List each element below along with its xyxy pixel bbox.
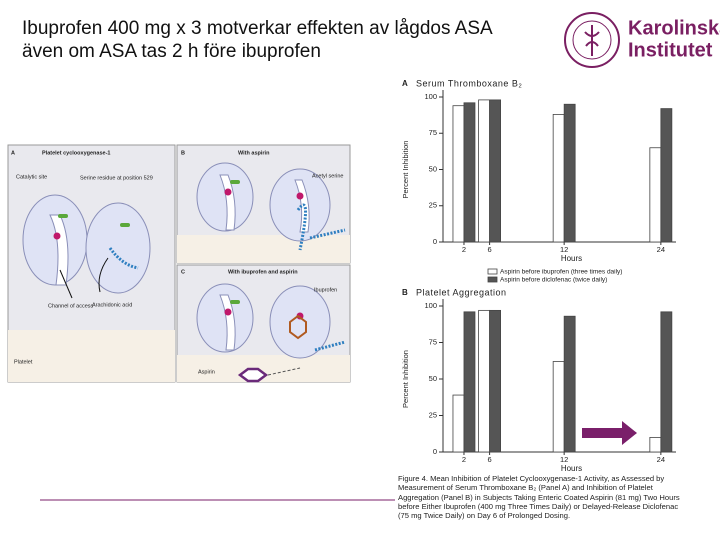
bar (563, 315, 576, 453)
panel-title: With ibuprofen and aspirin (228, 269, 298, 275)
x-tick-label: 24 (657, 245, 665, 254)
y-tick-label: 75 (429, 128, 437, 137)
y-tick-label: 100 (424, 92, 437, 101)
y-axis-label: Percent Inhibition (401, 141, 410, 199)
panel-letter: C (181, 269, 185, 275)
arachidonic-acid (108, 203, 346, 352)
panel-title: With aspirin (238, 150, 270, 156)
serine (58, 180, 240, 304)
x-tick-label: 2 (462, 455, 466, 464)
logo-seal (564, 12, 620, 68)
bar (552, 114, 565, 243)
aspirin-path (267, 367, 301, 376)
bar (563, 103, 576, 243)
x-tick-label: 2 (462, 245, 466, 254)
figure-caption: Figure 4. Mean Inhibition of Platelet Cy… (398, 474, 680, 521)
x-tick-label: 6 (488, 245, 492, 254)
slide-title: Ibuprofen 400 mg x 3 motverkar effekten … (22, 17, 493, 63)
y-tick-label: 50 (429, 374, 437, 383)
y-tick-label: 0 (433, 237, 437, 246)
ibuprofen-molecule (289, 314, 307, 340)
x-tick-label: 12 (560, 245, 568, 254)
logo-icon (584, 25, 600, 56)
label: Serine residue at position 529 (80, 175, 153, 181)
label: Arachidonic acid (92, 302, 132, 308)
label: Ibuprofen (314, 287, 337, 293)
x-tick-label: 12 (560, 455, 568, 464)
bar (463, 102, 476, 243)
label: Platelet (14, 359, 33, 365)
bar (649, 147, 662, 243)
y-axis-label: Percent Inhibition (401, 350, 410, 408)
bar (660, 108, 673, 243)
panel-letter: A (11, 150, 15, 156)
bar (660, 311, 673, 453)
title-line: även om ASA tas 2 h före ibuprofen (22, 41, 321, 62)
logo-text: Institutet (628, 39, 713, 61)
x-tick-label: 6 (488, 455, 492, 464)
bar (489, 99, 502, 243)
panel-letter: B (181, 150, 185, 156)
y-tick-label: 25 (429, 410, 437, 419)
bar (649, 436, 662, 453)
panel-letter: B (402, 288, 408, 297)
x-axis-label: Hours (561, 254, 582, 263)
legend-label: Aspirin before diclofenac (twice daily) (500, 277, 607, 284)
label: Catalytic site (16, 174, 47, 180)
y-tick-label: 100 (424, 301, 437, 310)
chart-title: Platelet Aggregation (416, 287, 507, 297)
legend-swatch (487, 268, 498, 275)
label: Channel of access (48, 303, 93, 309)
x-tick-label: 24 (657, 455, 665, 464)
logo-seal-inner (572, 20, 612, 60)
y-tick-label: 75 (429, 337, 437, 346)
pointer (98, 257, 109, 293)
title-line: Ibuprofen 400 mg x 3 motverkar effekten … (22, 18, 493, 39)
bar (463, 311, 476, 453)
x-axis-label: Hours (561, 464, 582, 473)
legend-swatch (487, 276, 498, 283)
bar (452, 105, 465, 243)
legend-label: Aspirin before ibuprofen (three times da… (500, 269, 622, 276)
panel-letter: A (402, 79, 408, 88)
bar (478, 99, 491, 243)
label: Aspirin (198, 369, 215, 375)
bar (452, 394, 465, 453)
highlight-arrow (582, 421, 637, 445)
aspirin-molecule (237, 367, 269, 383)
catalytic-site (53, 188, 304, 320)
bar (478, 309, 491, 453)
logo-text: Karolinska (628, 17, 720, 39)
y-tick-label: 0 (433, 447, 437, 456)
label: Acetyl serine (312, 173, 344, 179)
membrane (177, 235, 350, 263)
bar (489, 309, 502, 453)
chart-title: Serum Thromboxane B₂ (416, 78, 522, 88)
pointer (59, 269, 73, 299)
enzyme (22, 162, 331, 359)
y-tick-label: 50 (429, 164, 437, 173)
panel-title: Platelet cyclooxygenase-1 (42, 150, 110, 156)
membrane (8, 330, 175, 382)
bar (552, 361, 565, 453)
y-tick-label: 25 (429, 201, 437, 210)
